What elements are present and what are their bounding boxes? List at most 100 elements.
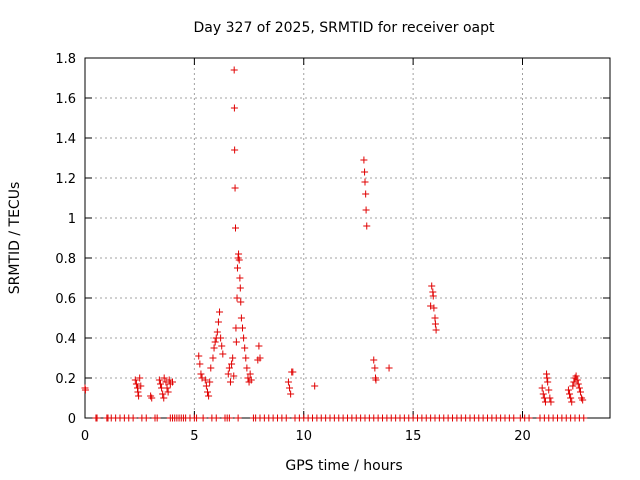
data-point	[93, 414, 101, 422]
data-point	[231, 184, 239, 192]
data-point	[129, 414, 137, 422]
data-point	[193, 414, 201, 422]
data-points	[81, 66, 588, 422]
data-point	[232, 224, 239, 232]
data-point	[255, 342, 263, 350]
data-point	[429, 292, 437, 300]
data-point	[236, 274, 244, 282]
data-point	[361, 168, 369, 176]
data-point	[568, 398, 576, 406]
data-point	[217, 334, 225, 342]
data-point	[233, 294, 241, 302]
y-tick-label: 0.8	[55, 252, 76, 267]
data-point	[545, 386, 553, 394]
data-point	[246, 370, 254, 378]
data-point	[539, 390, 547, 398]
data-point	[225, 414, 233, 422]
x-tick-label: 20	[514, 429, 531, 444]
data-point	[81, 386, 89, 394]
data-point	[142, 414, 150, 422]
data-point	[372, 376, 380, 384]
data-point	[311, 382, 319, 390]
data-point	[196, 360, 204, 368]
data-point	[230, 372, 238, 380]
x-tick-label: 5	[190, 429, 198, 444]
data-point	[370, 356, 378, 364]
data-point	[580, 414, 588, 422]
data-point	[202, 382, 210, 390]
data-point	[510, 414, 518, 422]
data-point	[155, 376, 163, 384]
data-point	[205, 392, 213, 400]
data-point	[216, 308, 224, 316]
data-point	[282, 414, 290, 422]
y-tick-label: 1.4	[55, 132, 76, 147]
data-point	[206, 378, 214, 386]
data-point	[233, 264, 241, 272]
data-point	[231, 146, 239, 154]
data-point	[428, 282, 436, 290]
x-axis-label: GPS time / hours	[285, 458, 402, 474]
data-point	[240, 334, 248, 342]
data-point	[195, 352, 203, 360]
data-point	[247, 376, 255, 384]
data-point	[566, 390, 574, 398]
x-tick-label: 15	[405, 429, 422, 444]
data-point	[209, 354, 217, 362]
data-point	[287, 390, 295, 398]
data-point	[575, 384, 583, 392]
data-point	[564, 386, 572, 394]
data-point	[137, 382, 145, 390]
data-point	[153, 414, 161, 422]
data-point	[134, 388, 142, 396]
data-point	[289, 368, 297, 376]
data-point	[241, 344, 249, 352]
data-point	[237, 298, 245, 306]
y-tick-label: 1.8	[55, 52, 76, 67]
y-axis-label: SRMTID / TECUs	[7, 182, 23, 295]
x-tick-labels: 0 5 10 15 20	[81, 429, 531, 444]
data-point	[572, 372, 580, 380]
data-point	[228, 360, 236, 368]
data-point	[284, 378, 292, 386]
data-point	[371, 364, 379, 372]
data-point	[430, 304, 438, 312]
data-point	[169, 378, 176, 386]
y-tick-label: 0.6	[55, 292, 76, 307]
data-point	[219, 350, 227, 358]
data-point	[213, 328, 221, 336]
plot-frame	[84, 57, 611, 419]
axis-ticks	[84, 57, 610, 419]
data-point	[286, 384, 294, 392]
y-tick-label: 1.2	[55, 172, 76, 187]
data-point	[159, 390, 167, 398]
data-point	[218, 342, 226, 350]
data-point	[163, 384, 171, 392]
data-point	[148, 394, 156, 402]
data-point	[160, 394, 168, 402]
y-tick-label: 1.6	[55, 92, 76, 107]
data-point	[243, 364, 251, 372]
data-point	[538, 384, 546, 392]
data-point	[573, 376, 581, 384]
data-point	[547, 398, 555, 406]
data-point	[234, 414, 242, 422]
data-point	[229, 354, 237, 362]
data-point	[431, 320, 439, 328]
data-point	[210, 344, 218, 352]
data-point	[361, 178, 369, 186]
y-tick-labels: 0 0.2 0.4 0.6 0.8 1 1.2 1.4 1.6 1.8	[55, 52, 76, 427]
data-point	[212, 414, 220, 422]
grid-lines	[85, 58, 610, 418]
data-point	[239, 324, 246, 332]
data-point	[363, 222, 371, 230]
data-point	[431, 314, 439, 322]
y-tick-label: 1	[68, 212, 76, 227]
data-point	[242, 354, 250, 362]
data-point	[235, 256, 243, 264]
data-point	[362, 206, 370, 214]
data-point	[235, 250, 243, 258]
data-point	[230, 66, 238, 74]
data-point	[135, 392, 143, 400]
